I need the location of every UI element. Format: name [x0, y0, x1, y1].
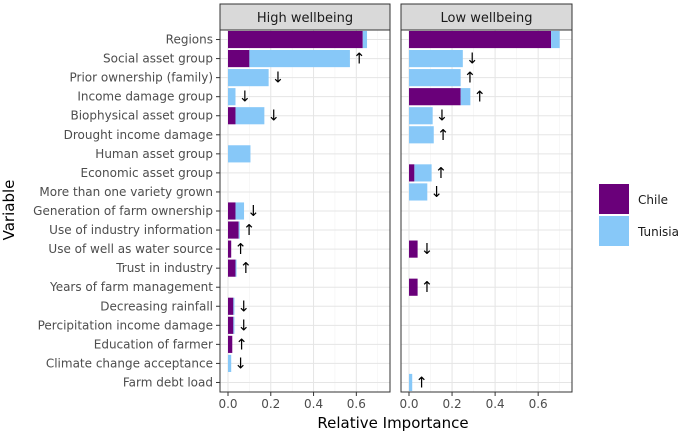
bar-tunisia — [228, 145, 251, 163]
y-category-label: Trust in industry — [115, 261, 213, 275]
bar-tunisia — [460, 88, 471, 106]
arrow-down-icon: ↓ — [237, 297, 250, 315]
bar-chile — [409, 240, 418, 258]
bar-chile — [228, 297, 234, 315]
x-tick-label: 0.0 — [218, 397, 237, 411]
bar-chile — [228, 30, 363, 49]
arrow-up-icon: ↑ — [473, 88, 486, 106]
x-axis-title: Relative Importance — [317, 414, 468, 432]
bar-tunisia — [235, 107, 265, 125]
bar-tunisia — [228, 354, 232, 372]
x-tick-label: 0.6 — [347, 397, 366, 411]
arrow-down-icon: ↓ — [247, 202, 260, 220]
y-category-label: Human asset group — [95, 147, 213, 161]
arrow-down-icon: ↓ — [430, 183, 443, 201]
y-axis-title: Variable — [0, 180, 18, 241]
bar-tunisia — [409, 373, 413, 392]
panel-title: Low wellbeing — [441, 11, 533, 26]
bar-tunisia — [551, 30, 560, 49]
arrow-down-icon: ↓ — [436, 107, 449, 125]
legend-label-chile: Chile — [638, 193, 668, 207]
arrow-up-icon: ↑ — [234, 240, 247, 258]
y-category-label: Education of farmer — [94, 337, 213, 351]
y-category-label: Percipitation income damage — [38, 318, 213, 332]
arrow-down-icon: ↓ — [466, 50, 479, 68]
y-category-label: Farm debt load — [123, 375, 213, 389]
x-tick-label: 0.6 — [529, 397, 548, 411]
bar-tunisia — [235, 202, 245, 220]
bar-chile — [228, 316, 234, 334]
legend-swatch-chile — [599, 184, 629, 214]
bar-chile — [409, 278, 418, 296]
bar-tunisia — [238, 221, 240, 239]
panel-low-wellbeing: Low wellbeing↓↑↑↓↑↑↓↓↑↑0.0 0.2 0.4 0.6 — [399, 3, 573, 411]
arrow-up-icon: ↑ — [353, 50, 366, 68]
legend: Chile Tunisia — [599, 184, 679, 246]
bar-tunisia — [409, 107, 433, 125]
bar-tunisia — [409, 126, 434, 144]
bar-tunisia — [409, 50, 463, 68]
bar-tunisia — [233, 297, 235, 315]
arrow-down-icon: ↓ — [234, 354, 247, 372]
x-tick-label: 0.4 — [304, 397, 323, 411]
y-category-label: More than one variety grown — [39, 185, 213, 199]
bar-chile — [409, 30, 552, 49]
arrow-up-icon: ↑ — [240, 259, 253, 277]
panel-high-wellbeing: High wellbeing↑↓↓↓↓↑↑↑↓↓↑↓0.0 0.2 0.4 0.6 — [218, 3, 391, 411]
arrow-up-icon: ↑ — [243, 221, 256, 239]
bar-tunisia — [414, 164, 432, 182]
arrow-up-icon: ↑ — [437, 126, 450, 144]
bar-chile — [409, 88, 461, 106]
bar-chile — [228, 240, 232, 258]
bar-chile — [409, 164, 415, 182]
bar-tunisia — [228, 88, 236, 106]
bar-tunisia — [249, 50, 350, 68]
y-category-label: Drought income damage — [64, 128, 213, 142]
y-category-label: Regions — [166, 33, 213, 47]
panel-border — [400, 29, 573, 393]
y-category-label: Use of well as water source — [48, 242, 213, 256]
arrow-down-icon: ↓ — [237, 316, 250, 334]
bar-chile — [228, 221, 239, 239]
arrow-down-icon: ↓ — [421, 240, 434, 258]
arrow-down-icon: ↓ — [272, 69, 285, 87]
x-tick-label: 0.2 — [261, 397, 280, 411]
x-tick-label: 0.4 — [486, 397, 505, 411]
y-category-label: Prior ownership (family) — [70, 71, 213, 85]
arrow-up-icon: ↑ — [464, 69, 477, 87]
bar-tunisia — [409, 183, 428, 201]
y-category-label: Years of farm management — [49, 280, 213, 294]
arrow-up-icon: ↑ — [421, 278, 434, 296]
y-category-label: Decreasing rainfall — [100, 299, 213, 313]
arrow-down-icon: ↓ — [267, 107, 280, 125]
x-tick-label: 0.0 — [399, 397, 418, 411]
bar-chile — [228, 50, 250, 68]
bar-chile — [228, 202, 236, 220]
panel-strip — [219, 3, 391, 31]
y-category-label: Use of industry information — [49, 223, 213, 237]
bar-tunisia — [235, 259, 237, 277]
bar-chile — [228, 107, 236, 125]
bar-tunisia — [409, 69, 461, 87]
bar-chile — [228, 259, 236, 277]
arrow-up-icon: ↑ — [435, 164, 448, 182]
arrow-down-icon: ↓ — [238, 88, 251, 106]
bar-tunisia — [233, 316, 235, 334]
arrow-up-icon: ↑ — [235, 335, 248, 353]
y-category-label: Economic asset group — [80, 166, 213, 180]
arrow-up-icon: ↑ — [415, 373, 428, 391]
y-category-label: Social asset group — [103, 52, 213, 66]
legend-label-tunisia: Tunisia — [637, 225, 679, 239]
legend-swatch-tunisia — [599, 216, 629, 246]
panel-title: High wellbeing — [257, 11, 353, 26]
x-tick-label: 0.2 — [443, 397, 462, 411]
y-category-label: Biophysical asset group — [70, 109, 213, 123]
bar-tunisia — [362, 30, 368, 49]
bar-tunisia — [228, 69, 269, 87]
y-category-label: Climate change acceptance — [46, 356, 213, 370]
bar-chile — [228, 335, 233, 353]
y-category-label: Income damage group — [77, 90, 213, 104]
y-category-label: Generation of farm ownership — [33, 204, 213, 218]
